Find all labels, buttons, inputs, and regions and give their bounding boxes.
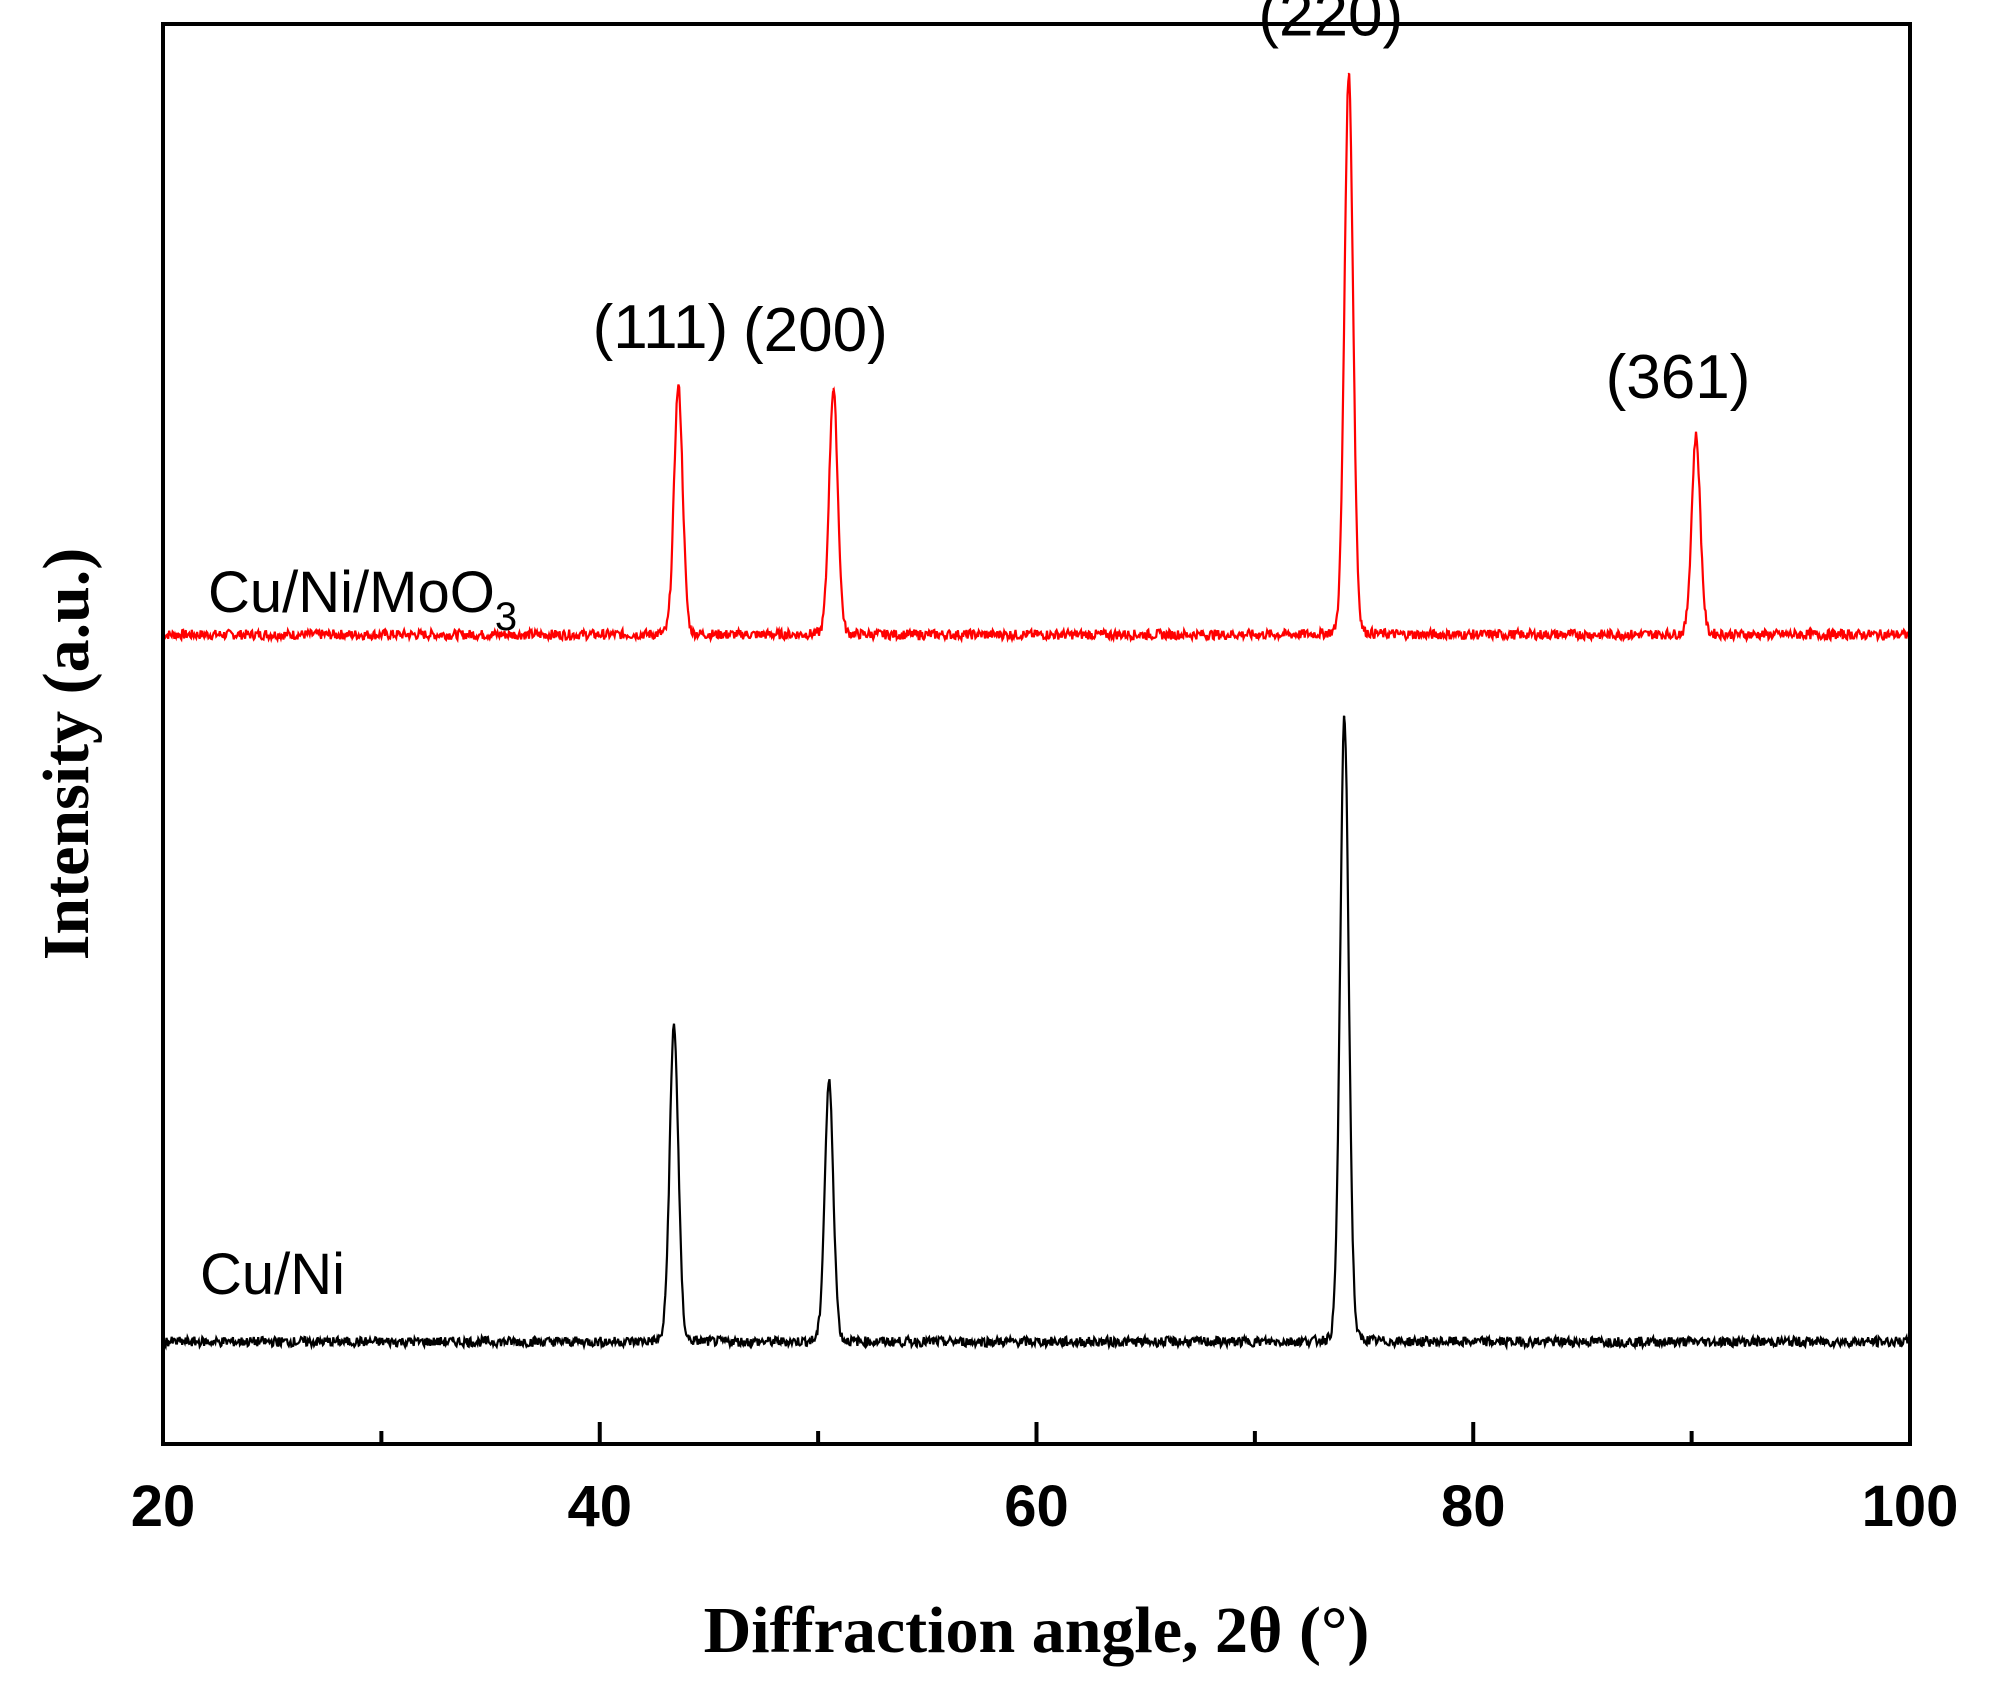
peak-point [1343, 715, 1346, 718]
series-layer [161, 72, 1912, 1351]
peak-point [1347, 72, 1350, 75]
peak-point [677, 385, 680, 388]
peak-label: (111) [593, 293, 729, 362]
x-axis-title: Diffraction angle, 2θ (°) [704, 1594, 1370, 1667]
peak-point [832, 387, 835, 390]
plot-frame [161, 22, 1912, 1446]
series-label: Cu/Ni [200, 1242, 345, 1307]
series-label: Cu/Ni/MoO3 [208, 560, 517, 639]
x-tick-label: 40 [567, 1474, 632, 1539]
y-axis-title: Intensity (a.u.) [30, 548, 103, 961]
peak-label: (200) [743, 296, 888, 365]
x-tick-label: 20 [131, 1474, 196, 1539]
peak-point [828, 1080, 831, 1083]
labels-layer: (111) (200) (220) (361) Cu/Ni/MoO3 Cu/Ni [200, 0, 1750, 1307]
x-axis-ticks: 20 40 60 80 100 [131, 1422, 1959, 1539]
series-line-cu-ni [161, 715, 1911, 1351]
peak-point [672, 1024, 675, 1027]
peak-label: (361) [1606, 343, 1751, 412]
peak-label: (220) [1258, 0, 1403, 50]
series-line-cu-ni-moo3 [162, 73, 1912, 644]
x-tick-label: 80 [1441, 1474, 1506, 1539]
x-tick-label: 60 [1004, 1474, 1069, 1539]
x-tick-label: 100 [1862, 1474, 1959, 1539]
peak-point [1694, 434, 1697, 437]
